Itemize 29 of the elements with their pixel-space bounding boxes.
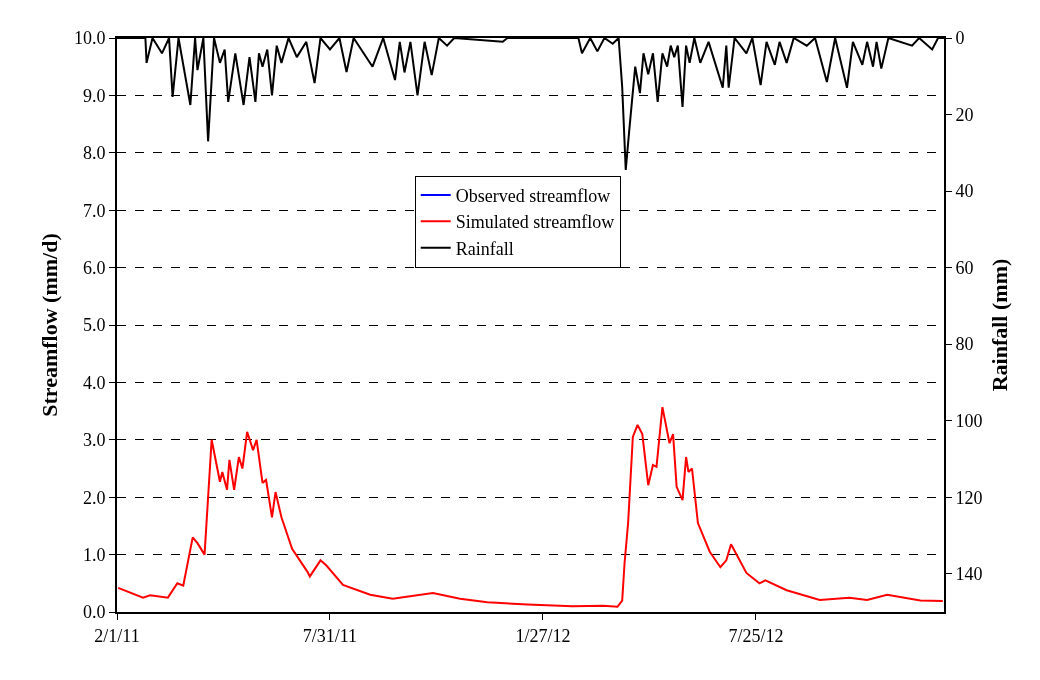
y2-tick-label: 20: [955, 104, 974, 125]
y-tick-label: 7.0: [82, 200, 106, 221]
x-tick-label: 7/31/11: [302, 625, 358, 646]
y-tick-label: 0.0: [82, 602, 106, 623]
y-tick-label: 8.0: [82, 143, 106, 164]
legend-label: Rainfall: [455, 238, 514, 259]
y-tick-label: 5.0: [82, 315, 106, 336]
y-tick-label: 4.0: [82, 372, 106, 393]
y2-tick-label: 80: [955, 334, 974, 355]
y2-tick-label: 100: [955, 410, 983, 431]
y-tick-label: 9.0: [82, 85, 106, 106]
x-tick-label: 7/25/12: [728, 625, 784, 646]
y-tick-label: 10.0: [73, 28, 106, 49]
y2-axis-title: Rainfall (mm): [987, 258, 1012, 392]
y2-tick-label: 60: [955, 257, 974, 278]
y-tick-label: 6.0: [82, 257, 106, 278]
legend-label: Observed streamflow: [455, 185, 611, 206]
legend-label: Simulated streamflow: [455, 212, 615, 233]
y-tick-label: 2.0: [82, 487, 106, 508]
y-tick-label: 3.0: [82, 430, 106, 451]
y2-tick-label: 140: [955, 564, 983, 585]
y2-tick-label: 120: [955, 487, 983, 508]
x-tick-label: 2/1/11: [94, 625, 140, 646]
x-tick-label: 1/27/12: [515, 625, 571, 646]
y-axis-title: Streamflow (mm/d): [37, 233, 63, 417]
line-series: [117, 406, 944, 608]
y-tick-label: 1.0: [82, 544, 106, 565]
y2-tick-label: 0: [955, 28, 965, 49]
y2-tick-label: 40: [955, 181, 974, 202]
